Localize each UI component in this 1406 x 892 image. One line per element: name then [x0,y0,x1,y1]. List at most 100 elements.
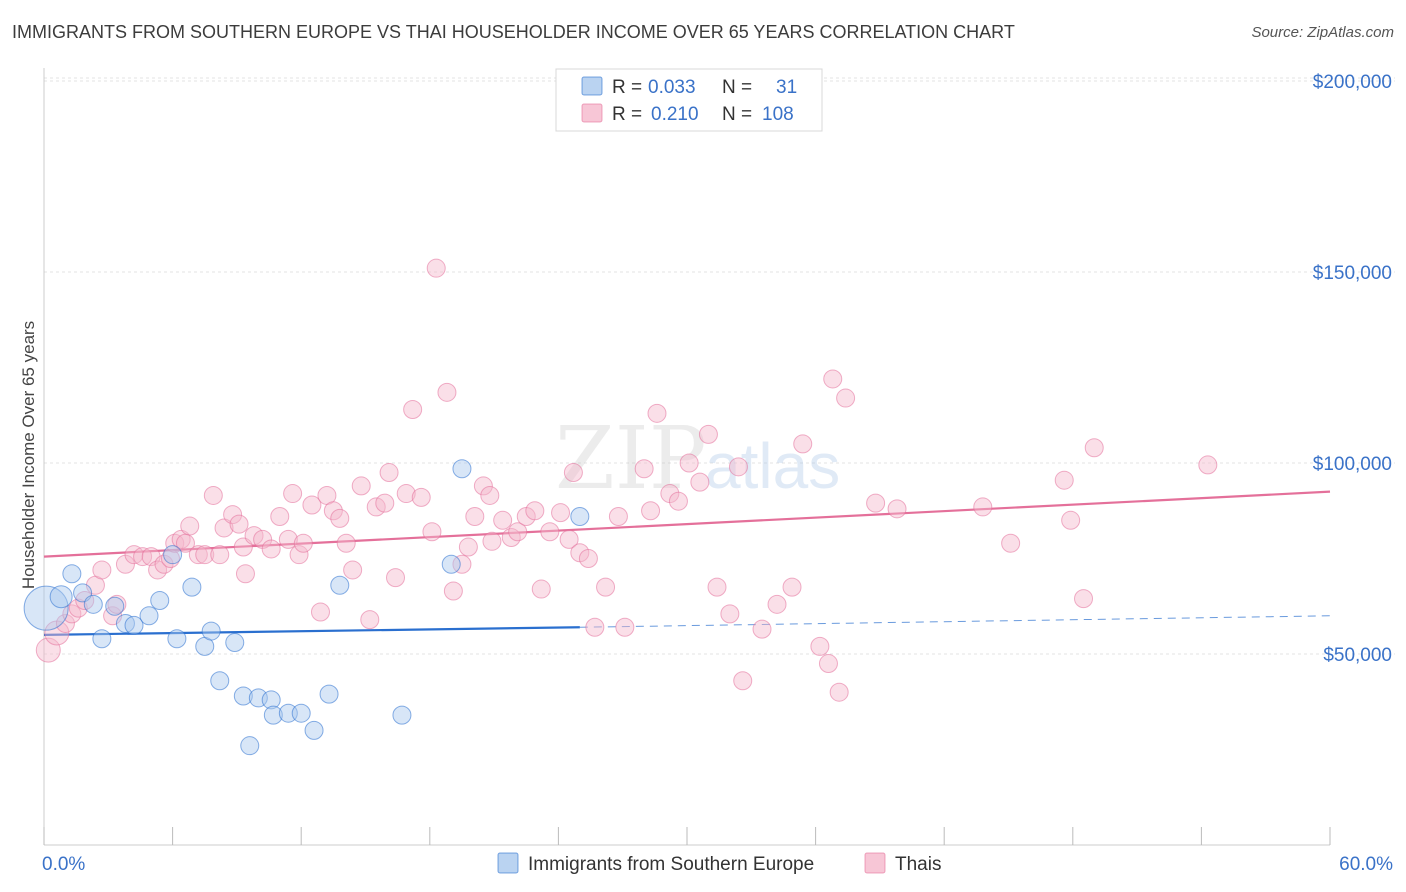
point-southern-europe [261,690,281,710]
point-thais [403,400,423,420]
point-thais [336,533,356,553]
point-thais [585,617,605,637]
point-southern-europe [163,545,183,565]
point-southern-europe [105,596,125,616]
point-thais [473,476,493,496]
point-thais [278,529,298,549]
point-thais [443,581,463,601]
point-thais [195,545,215,565]
y-tick-label: $200,000 [1313,72,1392,93]
point-thais [396,484,416,504]
point-thais [818,654,838,674]
point-thais [480,485,500,505]
point-thais [375,493,395,513]
point-thais [634,459,654,479]
point-thais [35,637,61,663]
point-southern-europe [263,705,283,725]
point-thais [289,545,309,565]
point-southern-europe [23,585,69,631]
legend-n-label-1: N = [722,77,752,98]
watermark-atlas: atlas [705,430,840,502]
point-thais [973,497,993,517]
point-thais [698,424,718,444]
point-thais [493,510,513,530]
point-thais [1061,510,1081,530]
point-southern-europe [291,703,311,723]
point-thais [668,491,688,511]
bottom-legend-swatch-pink [864,852,886,874]
axes [43,68,1331,846]
point-thais [270,506,290,526]
point-thais [720,604,740,624]
point-thais [836,388,856,408]
point-southern-europe [330,575,350,595]
point-thais [426,258,446,278]
point-thais [641,501,661,521]
point-southern-europe [62,564,82,584]
point-thais [531,579,551,599]
point-thais [647,403,667,423]
point-thais [330,508,350,528]
point-southern-europe [452,459,472,479]
point-thais [235,564,255,584]
point-southern-europe [92,629,112,649]
point-thais [615,617,635,637]
point-thais [68,598,88,618]
point-southern-europe [392,705,412,725]
point-southern-europe [225,633,245,653]
trend-line-southern-europe [43,626,580,636]
legend-swatch-blue [581,76,603,96]
point-thais [596,577,616,597]
point-thais [351,476,371,496]
point-thais [767,594,787,614]
legend-swatch-pink [581,103,603,123]
point-thais [887,499,907,519]
point-thais [707,577,727,597]
point-thais [540,522,560,542]
point-thais [379,463,399,483]
point-thais [578,549,598,568]
bottom-legend: Immigrants from Southern Europe Thais [497,852,941,875]
point-southern-europe [83,594,103,614]
point-southern-europe [139,606,159,626]
point-thais [752,619,772,639]
point-thais [437,382,457,402]
point-thais [411,487,431,507]
y-tick-label: $50,000 [1323,645,1392,666]
legend-r-value-2: 0.210 [651,104,699,125]
point-thais [310,602,330,622]
point-thais [563,463,583,483]
y-tick-label: $100,000 [1313,454,1392,475]
legend-r-value-1: 0.033 [648,77,696,98]
point-thais [229,514,249,534]
tick-labels: $50,000 $100,000 $150,000 $200,000 0.0% 60.0% [42,72,1393,875]
point-thais [823,369,843,389]
point-thais [302,495,322,515]
bottom-legend-label-1: Immigrants from Southern Europe [528,854,814,875]
point-southern-europe [182,577,202,597]
point-thais [452,554,472,574]
point-thais [810,636,830,656]
point-thais [343,560,363,580]
point-thais [559,529,579,549]
x-tick-label-min: 0.0% [42,854,85,875]
point-thais [1074,589,1094,609]
point-southern-europe [201,621,221,641]
point-southern-europe [49,585,73,609]
point-thais [733,671,753,691]
point-thais [386,568,406,588]
point-thais [283,484,303,504]
point-thais [261,539,281,559]
legend-r-label-2: R = [612,104,642,125]
point-southern-europe [124,615,144,635]
point-thais [829,682,849,702]
data-points [23,258,1218,756]
point-thais [1084,438,1104,458]
point-southern-europe [304,720,324,740]
chart-title: IMMIGRANTS FROM SOUTHERN EUROPE VS THAI … [12,22,1015,42]
point-southern-europe [210,671,230,691]
point-thais [690,472,710,492]
point-thais [525,501,545,521]
point-thais [728,457,748,477]
